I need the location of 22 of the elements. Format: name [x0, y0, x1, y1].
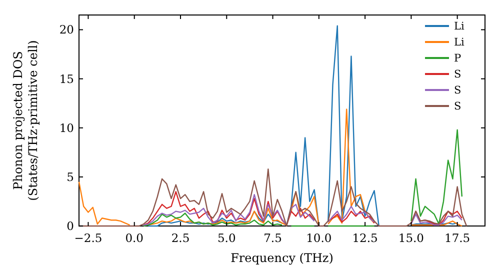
- legend-label: S: [454, 68, 462, 81]
- y-tick-label: 0: [66, 219, 74, 234]
- x-tick-label: 2.5: [171, 231, 190, 245]
- y-tick-label: 20: [59, 22, 74, 37]
- x-tick-label: −2.5: [74, 231, 102, 245]
- y-axis-title: Phonon projected DOS (States/THz·primitive cell): [11, 40, 40, 201]
- legend-label: Li: [454, 36, 465, 49]
- x-tick-label: 10.0: [306, 231, 332, 245]
- legend-label: S: [454, 84, 462, 97]
- x-axis-title: Frequency (THz): [230, 251, 334, 265]
- y-tick-label: 15: [59, 72, 74, 86]
- x-tick-label: 12.5: [352, 231, 378, 245]
- x-tick-label: 15.0: [398, 231, 424, 245]
- x-tick-label: 17.5: [444, 231, 470, 245]
- x-tick-label: 5.0: [217, 231, 236, 245]
- x-tick-label: 7.5: [264, 231, 282, 245]
- legend-label: Li: [454, 20, 465, 33]
- y-tick-label: 5: [66, 170, 74, 184]
- y-tick-label: 10: [59, 120, 74, 135]
- x-tick-label: 0.0: [125, 231, 144, 245]
- legend-label: S: [454, 100, 462, 113]
- legend-label: P: [454, 52, 462, 65]
